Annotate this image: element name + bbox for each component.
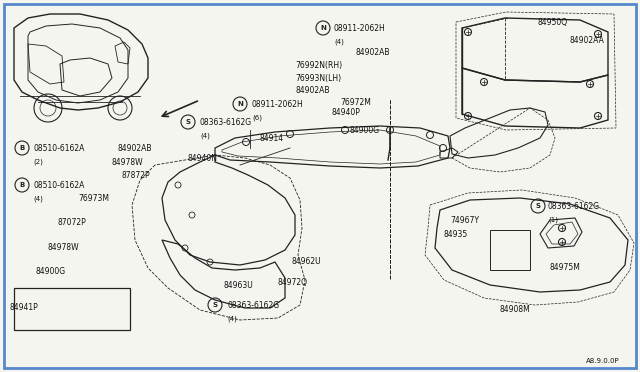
Text: 84962U: 84962U [292, 257, 322, 266]
Text: 84963U: 84963U [224, 280, 253, 289]
Text: 84902AB: 84902AB [118, 144, 152, 153]
Text: 84978W: 84978W [112, 157, 143, 167]
Text: 84940P: 84940P [332, 108, 361, 116]
Text: 76972M: 76972M [340, 97, 371, 106]
Text: A8.9.0.0P: A8.9.0.0P [586, 358, 620, 364]
Text: 76993N(LH): 76993N(LH) [295, 74, 341, 83]
Text: 74967Y: 74967Y [450, 215, 479, 224]
Text: 84975M: 84975M [550, 263, 581, 273]
Text: B: B [19, 182, 24, 188]
Text: 84940N: 84940N [188, 154, 218, 163]
Text: 84900G: 84900G [36, 267, 66, 276]
Text: 08911-2062H: 08911-2062H [252, 99, 304, 109]
Text: 08363-6162G: 08363-6162G [227, 301, 279, 310]
Text: N: N [237, 101, 243, 107]
Text: 84972Q: 84972Q [278, 278, 308, 286]
Text: B: B [19, 145, 24, 151]
Text: 08911-2062H: 08911-2062H [334, 23, 386, 32]
Text: 84902AA: 84902AA [570, 35, 605, 45]
Text: 84902AB: 84902AB [356, 48, 390, 57]
Text: 08510-6162A: 08510-6162A [33, 144, 84, 153]
Text: 76973M: 76973M [78, 193, 109, 202]
Text: 87872P: 87872P [122, 170, 150, 180]
Text: S: S [186, 119, 191, 125]
Text: S: S [212, 302, 218, 308]
Text: (4): (4) [200, 133, 210, 139]
Text: 08363-6162G: 08363-6162G [200, 118, 252, 126]
Text: 84902AB: 84902AB [295, 86, 330, 94]
Text: 84908M: 84908M [500, 305, 531, 314]
Text: S: S [536, 203, 541, 209]
Text: (4): (4) [33, 196, 43, 202]
Text: 84950Q: 84950Q [538, 17, 568, 26]
Text: (1): (1) [548, 217, 558, 223]
Text: 84935: 84935 [444, 230, 468, 238]
Text: N: N [320, 25, 326, 31]
Text: 08510-6162A: 08510-6162A [33, 180, 84, 189]
Text: (6): (6) [252, 115, 262, 121]
Text: (2): (2) [33, 159, 43, 165]
Text: 08363-6162G: 08363-6162G [548, 202, 600, 211]
Text: 84978W: 84978W [48, 244, 79, 253]
Text: (4): (4) [334, 39, 344, 45]
Text: (4): (4) [227, 316, 237, 322]
Text: 76992N(RH): 76992N(RH) [295, 61, 342, 70]
Text: 84941P: 84941P [10, 304, 39, 312]
Text: 84900G: 84900G [350, 125, 380, 135]
Text: 84914: 84914 [260, 134, 284, 142]
Text: 87072P: 87072P [58, 218, 87, 227]
